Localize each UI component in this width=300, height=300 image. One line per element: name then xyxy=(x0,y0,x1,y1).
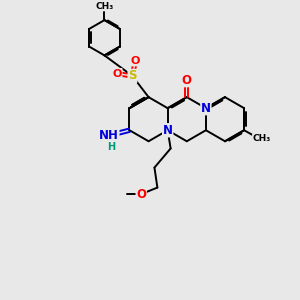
Text: CH₃: CH₃ xyxy=(253,134,271,143)
Text: N: N xyxy=(201,102,211,115)
Text: O: O xyxy=(131,56,140,66)
Text: H: H xyxy=(107,142,115,152)
Text: O: O xyxy=(112,69,122,79)
Text: CH₃: CH₃ xyxy=(95,2,114,11)
Text: N: N xyxy=(163,124,173,137)
Text: NH: NH xyxy=(99,129,119,142)
Text: S: S xyxy=(128,70,137,83)
Text: O: O xyxy=(182,74,192,87)
Text: O: O xyxy=(136,188,146,201)
